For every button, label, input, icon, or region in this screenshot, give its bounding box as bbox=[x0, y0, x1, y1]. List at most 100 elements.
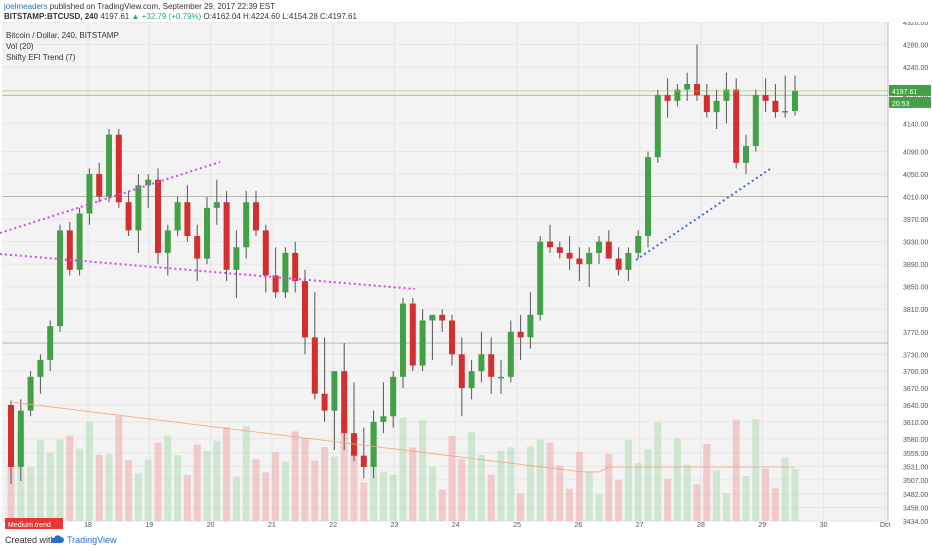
volume-bar bbox=[507, 447, 515, 521]
candle-body bbox=[684, 83, 691, 90]
y-tick-label: 3700.00 bbox=[903, 369, 928, 376]
candle-body bbox=[537, 241, 544, 315]
y-tick-label: 3610.00 bbox=[903, 420, 928, 427]
volume-bar bbox=[752, 419, 760, 521]
candle-body bbox=[125, 202, 132, 231]
volume-bar bbox=[742, 476, 750, 521]
volume-bar bbox=[771, 488, 779, 521]
candle-body bbox=[439, 314, 446, 321]
candle-body bbox=[547, 241, 553, 248]
candle-body bbox=[184, 202, 191, 237]
candle-body bbox=[321, 393, 328, 411]
x-tick-label: 26 bbox=[575, 522, 583, 529]
x-tick-label: 24 bbox=[452, 522, 460, 529]
candle-body bbox=[37, 359, 44, 377]
volume-bar bbox=[566, 488, 574, 521]
volume-bar bbox=[703, 444, 711, 521]
y-tick-label: 3458.00 bbox=[903, 505, 928, 512]
timer-tag-text: 20:53 bbox=[892, 101, 910, 108]
candle-body bbox=[409, 303, 416, 366]
volume-bar bbox=[428, 466, 436, 521]
candle-body bbox=[145, 179, 152, 186]
candle-body bbox=[174, 202, 181, 231]
candle-body bbox=[27, 376, 34, 411]
x-tick-label: 22 bbox=[329, 522, 337, 529]
y-tick-label: 3730.00 bbox=[903, 352, 928, 359]
volume-bar bbox=[644, 449, 652, 521]
volume-bar bbox=[350, 452, 358, 521]
x-tick-label: Oct bbox=[879, 522, 890, 529]
volume-bar bbox=[46, 453, 54, 521]
volume-bar bbox=[115, 416, 123, 521]
candle-body bbox=[194, 236, 201, 259]
x-tick-label: 20 bbox=[207, 522, 215, 529]
volume-bar bbox=[634, 463, 642, 521]
legend-title: Bitcoin / Dollar, 240, BITSTAMP bbox=[6, 31, 119, 40]
candle-body bbox=[635, 236, 642, 253]
volume-bar bbox=[125, 460, 133, 521]
volume-bar bbox=[174, 455, 182, 521]
y-tick-label: 3850.00 bbox=[903, 285, 928, 292]
candle-body bbox=[106, 134, 112, 197]
candle-body bbox=[507, 331, 514, 377]
volume-bar bbox=[76, 448, 84, 521]
volume-bar bbox=[379, 471, 387, 521]
volume-bar bbox=[272, 452, 280, 521]
chart-header: joelmeaders published on TradingView.com… bbox=[0, 0, 932, 22]
price-chart[interactable]: 3434.00 3458.00 3482.00 3507.00 3531.00 3555.… bbox=[0, 22, 932, 531]
last-price-tag-text: 4197.61 bbox=[892, 89, 917, 96]
y-tick-label: 3555.00 bbox=[903, 451, 928, 458]
candle-body bbox=[478, 354, 485, 372]
candle-body bbox=[292, 252, 299, 282]
candle-body bbox=[615, 258, 622, 270]
candle-body bbox=[733, 89, 740, 163]
candle-body bbox=[17, 410, 24, 467]
volume-bar bbox=[781, 457, 789, 521]
volume-bar bbox=[487, 474, 495, 521]
volume-bar bbox=[683, 464, 691, 521]
y-tick-label: 3670.00 bbox=[903, 386, 928, 393]
volume-bar bbox=[340, 416, 348, 521]
last-price: 4197.61 bbox=[100, 12, 130, 21]
candle-body bbox=[400, 303, 406, 377]
volume-bar bbox=[664, 478, 672, 521]
candle-body bbox=[213, 202, 220, 208]
volume-bar bbox=[732, 419, 740, 521]
ohlc-values: O:4162.04 H:4224.60 L:4154.28 C:4197.61 bbox=[203, 12, 357, 21]
volume-bar bbox=[791, 469, 799, 521]
volume-bar bbox=[615, 480, 623, 521]
candle-body bbox=[351, 433, 357, 456]
y-tick-label: 3930.00 bbox=[903, 240, 928, 247]
candle-body bbox=[253, 202, 259, 231]
volume-bar bbox=[556, 465, 564, 521]
volume-bar bbox=[193, 444, 201, 521]
candle-body bbox=[204, 207, 210, 259]
volume-bar bbox=[213, 440, 221, 521]
candle-body bbox=[47, 326, 54, 360]
y-tick-label: 4320.00 bbox=[903, 22, 928, 27]
y-tick-label: 4190.00 bbox=[903, 93, 928, 100]
candle-body bbox=[341, 371, 348, 434]
candle-body bbox=[331, 371, 338, 411]
volume-bar bbox=[477, 455, 485, 521]
volume-bar bbox=[183, 475, 191, 521]
volume-bar bbox=[526, 446, 534, 521]
candle-body bbox=[76, 213, 83, 270]
volume-bar bbox=[419, 420, 427, 521]
symbol-label: BITSTAMP:BTCUSD, 240 bbox=[4, 12, 99, 21]
volume-bar bbox=[223, 427, 231, 521]
legend-indicator: Shifty EFI Trend (7) bbox=[6, 53, 76, 62]
trend-badge-text: Medium trend bbox=[8, 522, 51, 529]
volume-bar bbox=[154, 442, 162, 521]
candle-body bbox=[498, 376, 504, 379]
candle-body bbox=[86, 174, 93, 214]
y-tick-label: 3770.00 bbox=[903, 330, 928, 337]
candle-body bbox=[302, 281, 308, 338]
footer-brand[interactable]: TradingView bbox=[67, 535, 117, 545]
volume-bar bbox=[242, 426, 250, 521]
cloud-icon bbox=[50, 535, 64, 543]
y-tick-label: 3507.00 bbox=[903, 478, 928, 485]
y-tick-label: 4050.00 bbox=[903, 172, 928, 179]
candle-body bbox=[458, 354, 465, 389]
author-name[interactable]: joelmeaders bbox=[4, 2, 48, 11]
